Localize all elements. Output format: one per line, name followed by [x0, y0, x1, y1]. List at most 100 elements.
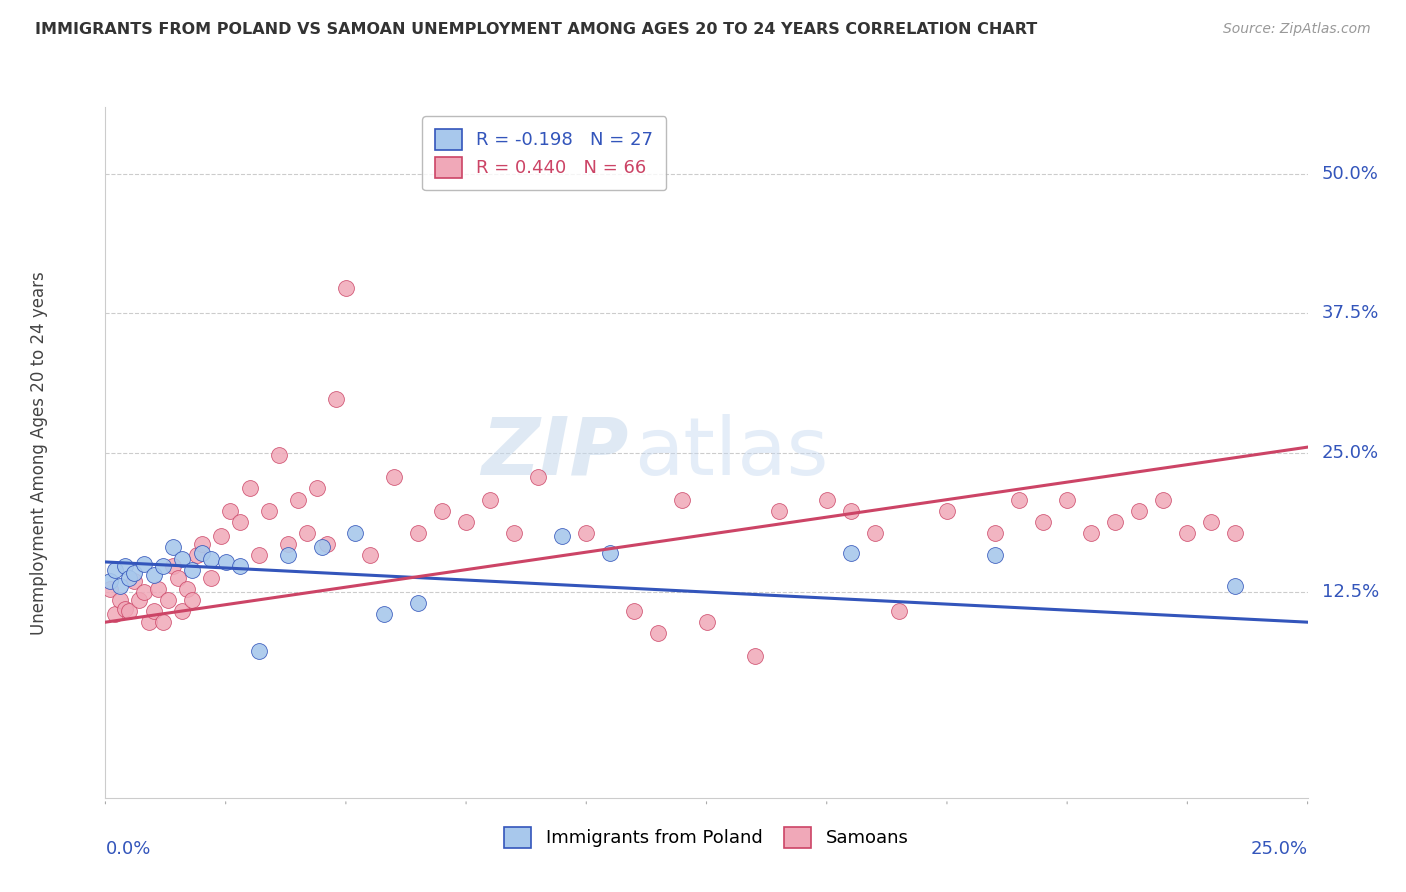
Point — [277, 548, 299, 563]
Text: 25.0%: 25.0% — [1250, 840, 1308, 858]
Point — [190, 537, 212, 551]
Point — [335, 280, 357, 294]
Point — [1175, 526, 1198, 541]
Point — [181, 592, 204, 607]
Point — [209, 529, 232, 543]
Point — [186, 548, 208, 563]
Point — [406, 526, 429, 541]
Point — [166, 571, 188, 585]
Point — [887, 604, 910, 618]
Point — [984, 526, 1007, 541]
Point — [104, 607, 127, 622]
Point — [172, 604, 194, 618]
Point — [839, 503, 862, 517]
Point — [1104, 515, 1126, 529]
Point — [1056, 492, 1078, 507]
Point — [551, 529, 574, 543]
Point — [768, 503, 790, 517]
Point — [305, 482, 328, 496]
Point — [138, 615, 160, 630]
Point — [575, 526, 598, 541]
Point — [128, 592, 150, 607]
Point — [200, 551, 222, 566]
Point — [839, 546, 862, 560]
Point — [406, 596, 429, 610]
Point — [382, 470, 405, 484]
Point — [214, 555, 236, 569]
Text: Unemployment Among Ages 20 to 24 years: Unemployment Among Ages 20 to 24 years — [31, 271, 48, 634]
Point — [257, 503, 280, 517]
Point — [142, 568, 165, 582]
Point — [503, 526, 526, 541]
Point — [297, 526, 319, 541]
Point — [1008, 492, 1031, 507]
Point — [114, 601, 136, 615]
Point — [454, 515, 477, 529]
Point — [1128, 503, 1150, 517]
Point — [176, 582, 198, 596]
Text: 0.0%: 0.0% — [105, 840, 150, 858]
Point — [247, 548, 270, 563]
Point — [267, 448, 290, 462]
Point — [152, 559, 174, 574]
Point — [1225, 580, 1247, 594]
Point — [359, 548, 381, 563]
Point — [152, 615, 174, 630]
Point — [108, 592, 131, 607]
Point — [181, 563, 204, 577]
Point — [1080, 526, 1102, 541]
Point — [132, 557, 155, 572]
Point — [863, 526, 886, 541]
Text: IMMIGRANTS FROM POLAND VS SAMOAN UNEMPLOYMENT AMONG AGES 20 TO 24 YEARS CORRELAT: IMMIGRANTS FROM POLAND VS SAMOAN UNEMPLO… — [35, 22, 1038, 37]
Point — [1152, 492, 1174, 507]
Point — [98, 574, 121, 588]
Text: atlas: atlas — [634, 414, 828, 491]
Point — [527, 470, 550, 484]
Point — [219, 503, 242, 517]
Point — [815, 492, 838, 507]
Point — [124, 574, 146, 588]
Point — [344, 526, 367, 541]
Text: 50.0%: 50.0% — [1322, 165, 1379, 183]
Point — [229, 559, 252, 574]
Point — [1225, 526, 1247, 541]
Text: 37.5%: 37.5% — [1322, 304, 1379, 322]
Point — [239, 482, 262, 496]
Point — [315, 537, 337, 551]
Point — [599, 546, 621, 560]
Point — [132, 585, 155, 599]
Point — [984, 548, 1007, 563]
Point — [647, 626, 669, 640]
Point — [172, 551, 194, 566]
Point — [148, 582, 170, 596]
Point — [671, 492, 693, 507]
Point — [142, 604, 165, 618]
Point — [1201, 515, 1223, 529]
Point — [479, 492, 502, 507]
Point — [104, 563, 127, 577]
Point — [190, 546, 212, 560]
Point — [1032, 515, 1054, 529]
Point — [162, 559, 184, 574]
Point — [229, 515, 252, 529]
Point — [623, 604, 645, 618]
Legend: Immigrants from Poland, Samoans: Immigrants from Poland, Samoans — [494, 816, 920, 858]
Point — [114, 559, 136, 574]
Point — [156, 592, 179, 607]
Point — [936, 503, 959, 517]
Point — [247, 644, 270, 658]
Text: 12.5%: 12.5% — [1322, 583, 1379, 601]
Point — [162, 541, 184, 555]
Point — [200, 571, 222, 585]
Text: ZIP: ZIP — [481, 414, 628, 491]
Point — [118, 604, 141, 618]
Point — [287, 492, 309, 507]
Point — [124, 566, 146, 581]
Point — [373, 607, 395, 622]
Point — [118, 571, 141, 585]
Point — [430, 503, 453, 517]
Point — [277, 537, 299, 551]
Point — [696, 615, 718, 630]
Point — [311, 541, 333, 555]
Point — [325, 392, 347, 407]
